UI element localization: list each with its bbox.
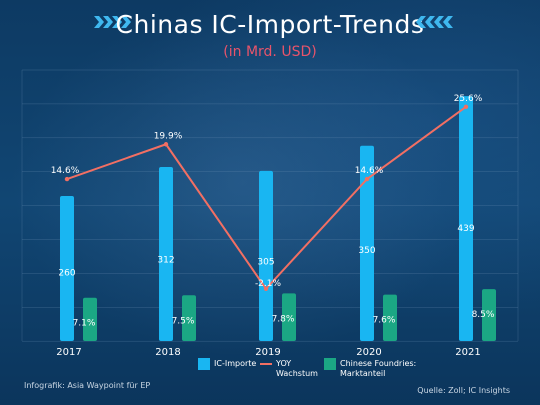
foundry-share-label: 7.8%	[272, 314, 295, 324]
ic-import-label: 305	[257, 257, 274, 267]
yoy-point	[463, 104, 469, 110]
yoy-label: 14.6%	[51, 166, 80, 176]
yoy-label: 25.6%	[454, 94, 483, 104]
legend-label-yoy-2: Wachstum	[276, 369, 318, 378]
foundry-share-bar	[282, 293, 296, 341]
legend-label-foundry-1: Chinese Foundries:	[340, 359, 417, 368]
ic-import-bar	[360, 145, 374, 341]
page-subtitle: (in Mrd. USD)	[223, 44, 317, 60]
x-tick-label: 2019	[255, 347, 280, 358]
ic-import-bar	[459, 96, 473, 341]
legend-swatch-yoy	[260, 363, 272, 365]
foundry-share-bar	[482, 289, 496, 341]
chevrons-left-icon	[94, 16, 131, 28]
ic-import-bar	[259, 170, 273, 341]
x-tick-label: 2018	[155, 347, 180, 358]
x-tick-label: 2021	[455, 347, 480, 358]
foundry-share-bar	[383, 294, 397, 341]
yoy-point	[364, 176, 370, 182]
legend-swatch-ic	[198, 358, 210, 370]
ic-import-bar	[159, 166, 173, 341]
foundry-share-label: 7.6%	[373, 316, 396, 326]
yoy-label: -2.1%	[255, 279, 282, 289]
yoy-point	[64, 176, 70, 182]
legend-label-foundry-2: Marktanteil	[340, 369, 386, 378]
foundry-share-label: 7.5%	[172, 316, 195, 326]
ic-import-label: 312	[157, 256, 174, 266]
legend-swatch-foundry	[324, 358, 336, 370]
foundry-share-label: 8.5%	[472, 310, 495, 320]
legend-label-yoy-1: YOY	[276, 359, 292, 368]
foundry-share-bar	[83, 297, 97, 341]
chevrons-right-icon	[416, 16, 453, 28]
ic-import-label: 439	[457, 224, 474, 234]
footer-source: Quelle: Zoll; IC Insights	[417, 386, 510, 395]
x-tick-label: 2020	[356, 347, 381, 358]
page-title: Chinas IC-Import-Trends	[115, 10, 425, 39]
foundry-share-bar	[182, 295, 196, 341]
ic-import-label: 350	[358, 246, 375, 256]
legend-label-ic: IC-Importe	[214, 359, 257, 368]
foundry-share-label: 7.1%	[73, 319, 96, 329]
yoy-label: 14.6%	[355, 166, 384, 176]
yoy-label: 19.9%	[154, 131, 183, 141]
yoy-point	[263, 286, 269, 291]
x-tick-label: 2017	[56, 347, 81, 358]
yoy-point	[163, 142, 169, 147]
footer-credit: Infografik: Asia Waypoint für EP	[24, 381, 151, 390]
ic-import-bar	[60, 195, 74, 341]
ic-import-label: 260	[58, 269, 75, 279]
